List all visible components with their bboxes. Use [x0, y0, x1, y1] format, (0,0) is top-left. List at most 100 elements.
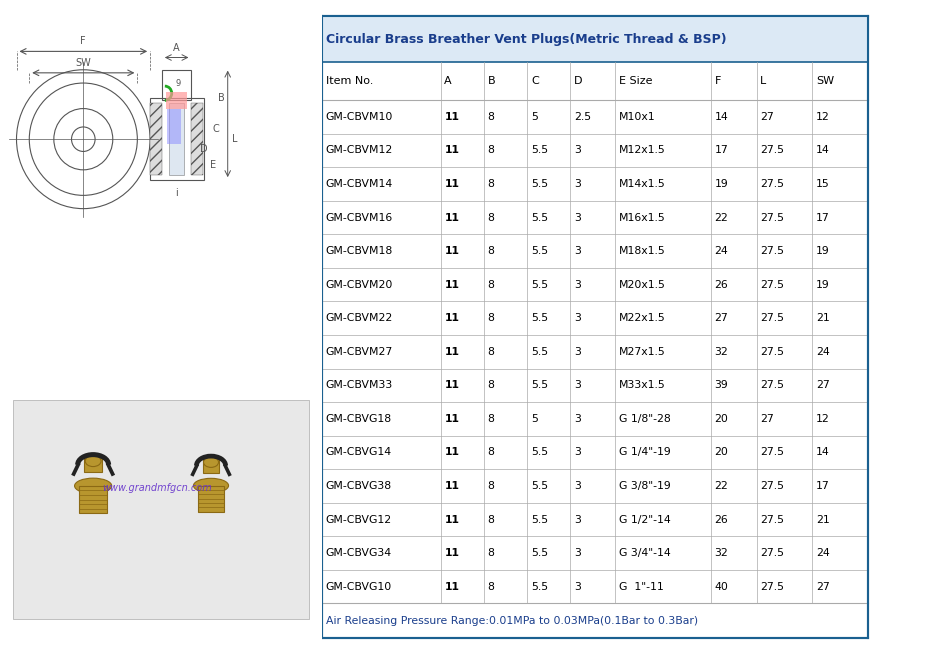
Text: C: C [531, 76, 539, 86]
Text: 5.5: 5.5 [531, 246, 548, 256]
Text: 8: 8 [488, 313, 495, 323]
Text: M33x1.5: M33x1.5 [618, 380, 666, 390]
Text: GM-CBVM20: GM-CBVM20 [326, 280, 393, 289]
Text: 8: 8 [488, 145, 495, 156]
Text: 8: 8 [488, 246, 495, 256]
Text: 9: 9 [176, 79, 181, 88]
Text: GM-CBVG38: GM-CBVG38 [326, 481, 392, 491]
Text: B: B [488, 76, 496, 86]
Text: Circular Brass Breather Vent Plugs(Metric Thread & BSP): Circular Brass Breather Vent Plugs(Metri… [326, 32, 726, 46]
Text: 12: 12 [816, 414, 830, 424]
Ellipse shape [85, 455, 101, 466]
Text: G 1/4"-19: G 1/4"-19 [618, 448, 670, 457]
Text: 22: 22 [715, 213, 728, 223]
Text: 11: 11 [445, 448, 460, 457]
Text: 27.5: 27.5 [760, 380, 784, 390]
Text: 11: 11 [445, 380, 460, 390]
Text: 27.5: 27.5 [760, 548, 784, 558]
Text: GM-CBVG12: GM-CBVG12 [326, 515, 392, 525]
Text: 3: 3 [574, 246, 582, 256]
Text: 17: 17 [816, 481, 830, 491]
Text: 5.5: 5.5 [531, 213, 548, 223]
Text: 27.5: 27.5 [760, 581, 784, 592]
Text: 8: 8 [488, 414, 495, 424]
Text: GM-CBVG18: GM-CBVG18 [326, 414, 392, 424]
Text: 8: 8 [488, 179, 495, 189]
Text: 27: 27 [715, 313, 728, 323]
Text: 24: 24 [816, 548, 830, 558]
Text: G 3/8"-19: G 3/8"-19 [618, 481, 670, 491]
Text: GM-CBVM27: GM-CBVM27 [326, 347, 393, 357]
Text: GM-CBVG34: GM-CBVG34 [326, 548, 392, 558]
Text: 3: 3 [574, 179, 582, 189]
Bar [162, 70, 192, 100]
Text: 11: 11 [445, 213, 460, 223]
Text: 20: 20 [715, 448, 729, 457]
Text: 27.5: 27.5 [760, 313, 784, 323]
Text: GM-CBVM22: GM-CBVM22 [326, 313, 393, 323]
Text: 3: 3 [574, 280, 582, 289]
Text: 8: 8 [488, 481, 495, 491]
Text: D: D [200, 145, 208, 154]
Text: 27.5: 27.5 [760, 145, 784, 156]
Text: M10x1: M10x1 [618, 112, 655, 122]
Bar [197, 486, 225, 512]
Text: 11: 11 [445, 515, 460, 525]
Text: GM-CBVG10: GM-CBVG10 [326, 581, 392, 592]
Text: 32: 32 [715, 548, 728, 558]
Text: M20x1.5: M20x1.5 [618, 280, 666, 289]
Ellipse shape [75, 478, 111, 494]
Text: 3: 3 [574, 548, 582, 558]
Bar [166, 92, 188, 109]
Text: 27.5: 27.5 [760, 448, 784, 457]
Text: 24: 24 [816, 347, 830, 357]
Text: 21: 21 [816, 515, 830, 525]
Text: GM-CBVG14: GM-CBVG14 [326, 448, 392, 457]
Text: A: A [445, 76, 452, 86]
Text: 27.5: 27.5 [760, 481, 784, 491]
Text: 5.5: 5.5 [531, 548, 548, 558]
Text: Item No.: Item No. [326, 76, 373, 86]
Text: 11: 11 [445, 145, 460, 156]
Text: E: E [210, 160, 216, 170]
Text: 17: 17 [715, 145, 728, 156]
Text: 5.5: 5.5 [531, 581, 548, 592]
Text: Air Releasing Pressure Range:0.01MPa to 0.03MPa(0.1Bar to 0.3Bar): Air Releasing Pressure Range:0.01MPa to … [326, 616, 698, 626]
Ellipse shape [204, 457, 218, 468]
Text: GM-CBVM12: GM-CBVM12 [326, 145, 393, 156]
Text: A: A [174, 43, 180, 54]
Text: 5.5: 5.5 [531, 280, 548, 289]
Text: 11: 11 [445, 581, 460, 592]
Text: 11: 11 [445, 112, 460, 122]
Text: 5: 5 [531, 414, 538, 424]
Text: 3: 3 [574, 448, 582, 457]
Text: 3: 3 [574, 145, 582, 156]
Text: 8: 8 [488, 515, 495, 525]
Text: 8: 8 [488, 280, 495, 289]
Text: 15: 15 [816, 179, 830, 189]
Text: 11: 11 [445, 179, 460, 189]
Text: G 3/4"-14: G 3/4"-14 [618, 548, 670, 558]
Text: 12: 12 [816, 112, 830, 122]
Text: 11: 11 [445, 481, 460, 491]
Bar [84, 455, 102, 472]
Text: 26: 26 [715, 280, 728, 289]
Text: C: C [213, 124, 220, 134]
Text: 27: 27 [760, 112, 774, 122]
Text: 40: 40 [715, 581, 729, 592]
Text: SW: SW [76, 57, 92, 68]
Text: M22x1.5: M22x1.5 [618, 313, 666, 323]
Text: 27.5: 27.5 [760, 246, 784, 256]
Text: 11: 11 [445, 548, 460, 558]
Text: 27.5: 27.5 [760, 213, 784, 223]
Text: M16x1.5: M16x1.5 [618, 213, 666, 223]
Text: F: F [80, 36, 86, 47]
Text: 27: 27 [816, 581, 830, 592]
Text: 27: 27 [816, 380, 830, 390]
Text: 19: 19 [816, 246, 830, 256]
Text: 39: 39 [715, 380, 728, 390]
Text: B: B [218, 94, 225, 103]
Text: 8: 8 [488, 548, 495, 558]
Text: 8: 8 [488, 581, 495, 592]
Bar [203, 457, 219, 473]
